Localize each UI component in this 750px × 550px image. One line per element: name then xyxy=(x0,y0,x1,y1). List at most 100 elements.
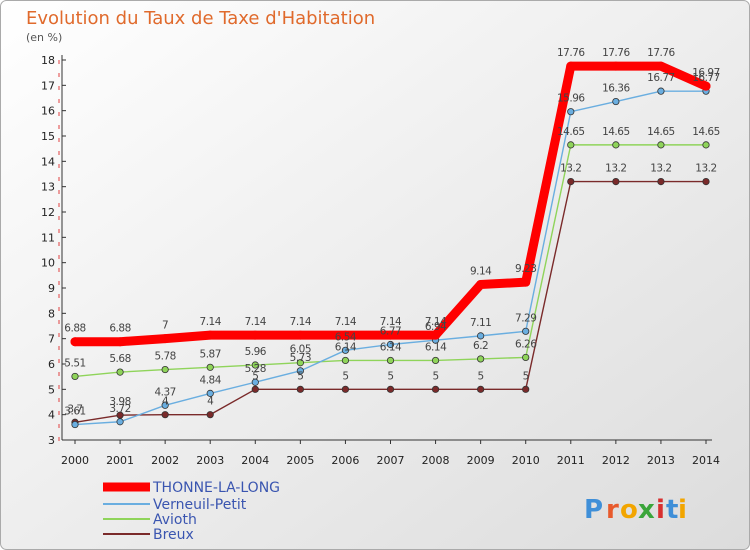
data-label: 5.73 xyxy=(290,352,311,364)
x-tick-label: 2004 xyxy=(241,454,269,467)
data-point xyxy=(341,385,350,393)
y-tick-label: 3 xyxy=(48,434,55,447)
data-point xyxy=(522,353,530,362)
data-label: 7 xyxy=(162,320,168,332)
y-tick-label: 14 xyxy=(41,155,55,168)
data-point xyxy=(161,401,169,409)
data-point xyxy=(71,372,79,381)
data-label: 5 xyxy=(252,370,258,382)
data-point xyxy=(431,330,441,340)
data-label: 14.65 xyxy=(602,126,630,138)
data-point xyxy=(476,279,486,289)
data-label: 5 xyxy=(432,370,438,382)
data-point xyxy=(567,141,575,149)
data-point xyxy=(251,385,259,393)
chart-subtitle: (en %) xyxy=(26,31,62,44)
data-point xyxy=(386,340,395,349)
data-label: 3.98 xyxy=(109,396,130,408)
data-point xyxy=(657,141,665,149)
y-tick-label: 9 xyxy=(48,282,55,295)
logo-letter: x xyxy=(638,495,655,525)
logo-letter: r xyxy=(606,495,619,525)
data-label: 7.14 xyxy=(290,316,312,328)
chart-title: Evolution du Taux de Taxe d'Habitation xyxy=(26,8,375,29)
data-point xyxy=(206,363,214,371)
y-tick-label: 12 xyxy=(41,206,55,219)
data-point xyxy=(521,277,531,287)
data-point xyxy=(567,178,575,186)
data-point xyxy=(701,81,711,91)
data-label: 9.14 xyxy=(470,265,492,277)
y-tick-label: 6 xyxy=(48,358,55,371)
data-point xyxy=(477,385,485,393)
data-label: 14.65 xyxy=(692,126,720,138)
data-label: 6.14 xyxy=(335,341,357,353)
data-label: 6.77 xyxy=(380,325,401,337)
legend-item: Breux xyxy=(103,527,194,543)
y-tick-label: 5 xyxy=(48,383,55,396)
data-label: 16.77 xyxy=(692,72,720,84)
data-point xyxy=(206,389,214,397)
axes: 3 4 5 6 7 8 9 10 11 12 13 14 15 16 17 18 2000 2001 2002 200… xyxy=(41,54,720,467)
data-point xyxy=(431,356,440,365)
data-point xyxy=(477,332,485,340)
series-thonne-la-long xyxy=(70,61,711,347)
data-point xyxy=(295,330,305,340)
x-tick-label: 2013 xyxy=(647,454,675,467)
data-label: 16.97 xyxy=(692,67,720,79)
data-label: 4 xyxy=(207,396,214,408)
data-point xyxy=(296,359,304,367)
x-tick-label: 2009 xyxy=(467,454,495,467)
data-point xyxy=(296,367,304,375)
y-tick-label: 16 xyxy=(41,105,55,118)
x-tick-label: 2000 xyxy=(61,454,89,467)
data-point xyxy=(522,327,530,335)
data-point xyxy=(161,411,169,419)
data-point xyxy=(612,141,620,149)
data-label: 5 xyxy=(342,370,348,382)
data-label: 13.2 xyxy=(650,163,671,175)
data-label: 5.28 xyxy=(245,363,266,375)
data-point xyxy=(611,61,621,71)
data-label: 7.11 xyxy=(470,317,491,329)
series-breux xyxy=(71,178,710,426)
data-label: 5.87 xyxy=(200,348,221,360)
data-point xyxy=(657,87,665,95)
y-tick-label: 11 xyxy=(41,231,55,244)
data-label: 17.76 xyxy=(557,47,585,59)
data-label: 7.14 xyxy=(335,316,357,328)
legend-label: Avioth xyxy=(153,512,197,528)
data-label: 9.23 xyxy=(515,263,536,275)
logo-letter: t xyxy=(666,495,678,525)
data-point xyxy=(115,337,125,347)
data-label: 6.88 xyxy=(64,323,85,335)
data-label: 5 xyxy=(478,370,484,382)
data-label: 6.54 xyxy=(335,331,357,343)
data-point xyxy=(612,178,620,186)
data-label: 4 xyxy=(162,396,169,408)
data-point xyxy=(250,330,260,340)
legend-item: Verneuil-Petit xyxy=(103,497,247,513)
y-tick-label: 10 xyxy=(41,257,55,270)
data-point xyxy=(656,61,666,71)
series-avioth xyxy=(71,141,710,381)
data-label: 17.76 xyxy=(602,47,630,59)
data-label: 4.84 xyxy=(200,374,222,386)
x-tick-label: 2006 xyxy=(331,454,359,467)
data-point xyxy=(702,178,710,186)
data-point xyxy=(160,334,170,344)
data-point xyxy=(296,385,304,393)
data-point xyxy=(205,330,215,340)
y-tick-label: 7 xyxy=(48,333,55,346)
data-point xyxy=(522,385,530,393)
data-point xyxy=(116,368,124,376)
data-point xyxy=(70,337,80,347)
data-point xyxy=(567,108,575,116)
data-label: 5.78 xyxy=(154,351,175,363)
data-label: 5 xyxy=(297,370,303,382)
